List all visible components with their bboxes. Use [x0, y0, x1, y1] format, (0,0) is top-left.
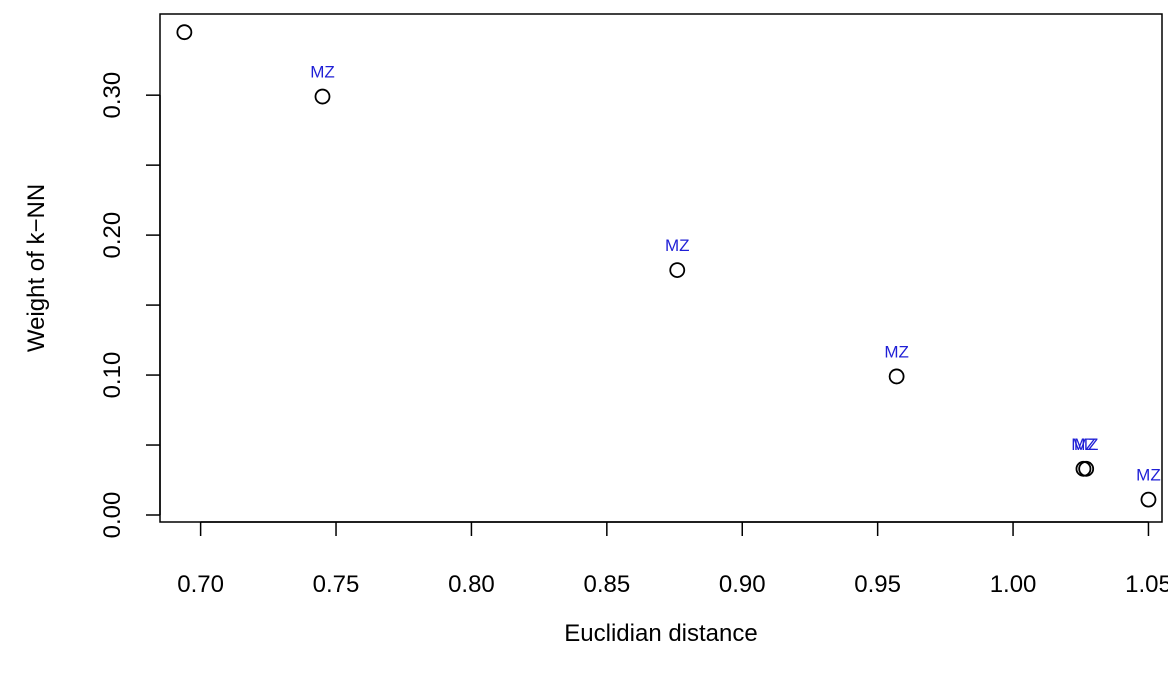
x-tick-label: 1.05 [1125, 571, 1168, 598]
x-tick-label: 0.85 [583, 571, 630, 598]
point-label: MZ [1074, 435, 1099, 454]
data-point [1078, 460, 1095, 477]
data-point [176, 24, 193, 41]
data-point [888, 368, 905, 385]
y-tick-label: 0.10 [99, 352, 126, 399]
point-label: MZ [1136, 466, 1161, 485]
point-label: MZ [310, 63, 335, 82]
x-axis-title: Euclidian distance [564, 620, 757, 647]
point-label: MZ [665, 236, 690, 255]
x-tick-label: 0.95 [854, 571, 901, 598]
x-tick-label: 1.00 [990, 571, 1037, 598]
x-tick-label: 0.80 [448, 571, 495, 598]
y-axis: 0.00 0.10 0.20 0.30 [99, 72, 161, 539]
x-tick-label: 0.70 [177, 571, 224, 598]
y-tick-label: 0.00 [99, 492, 126, 539]
x-axis: 0.70 0.75 0.80 0.85 0.90 0.95 1.00 1.05 [177, 521, 1168, 598]
point-label: MZ [884, 342, 909, 361]
y-axis-title: Weight of k−NN [23, 184, 50, 352]
y-tick-label: 0.20 [99, 212, 126, 259]
point-label: MZ [1071, 435, 1096, 454]
y-tick-label: 0.30 [99, 72, 126, 119]
plot-frame [159, 13, 1163, 523]
x-tick-label: 0.90 [719, 571, 766, 598]
data-point [1140, 491, 1157, 508]
x-tick-label: 0.75 [313, 571, 360, 598]
data-point [669, 262, 686, 278]
data-point [314, 88, 331, 105]
